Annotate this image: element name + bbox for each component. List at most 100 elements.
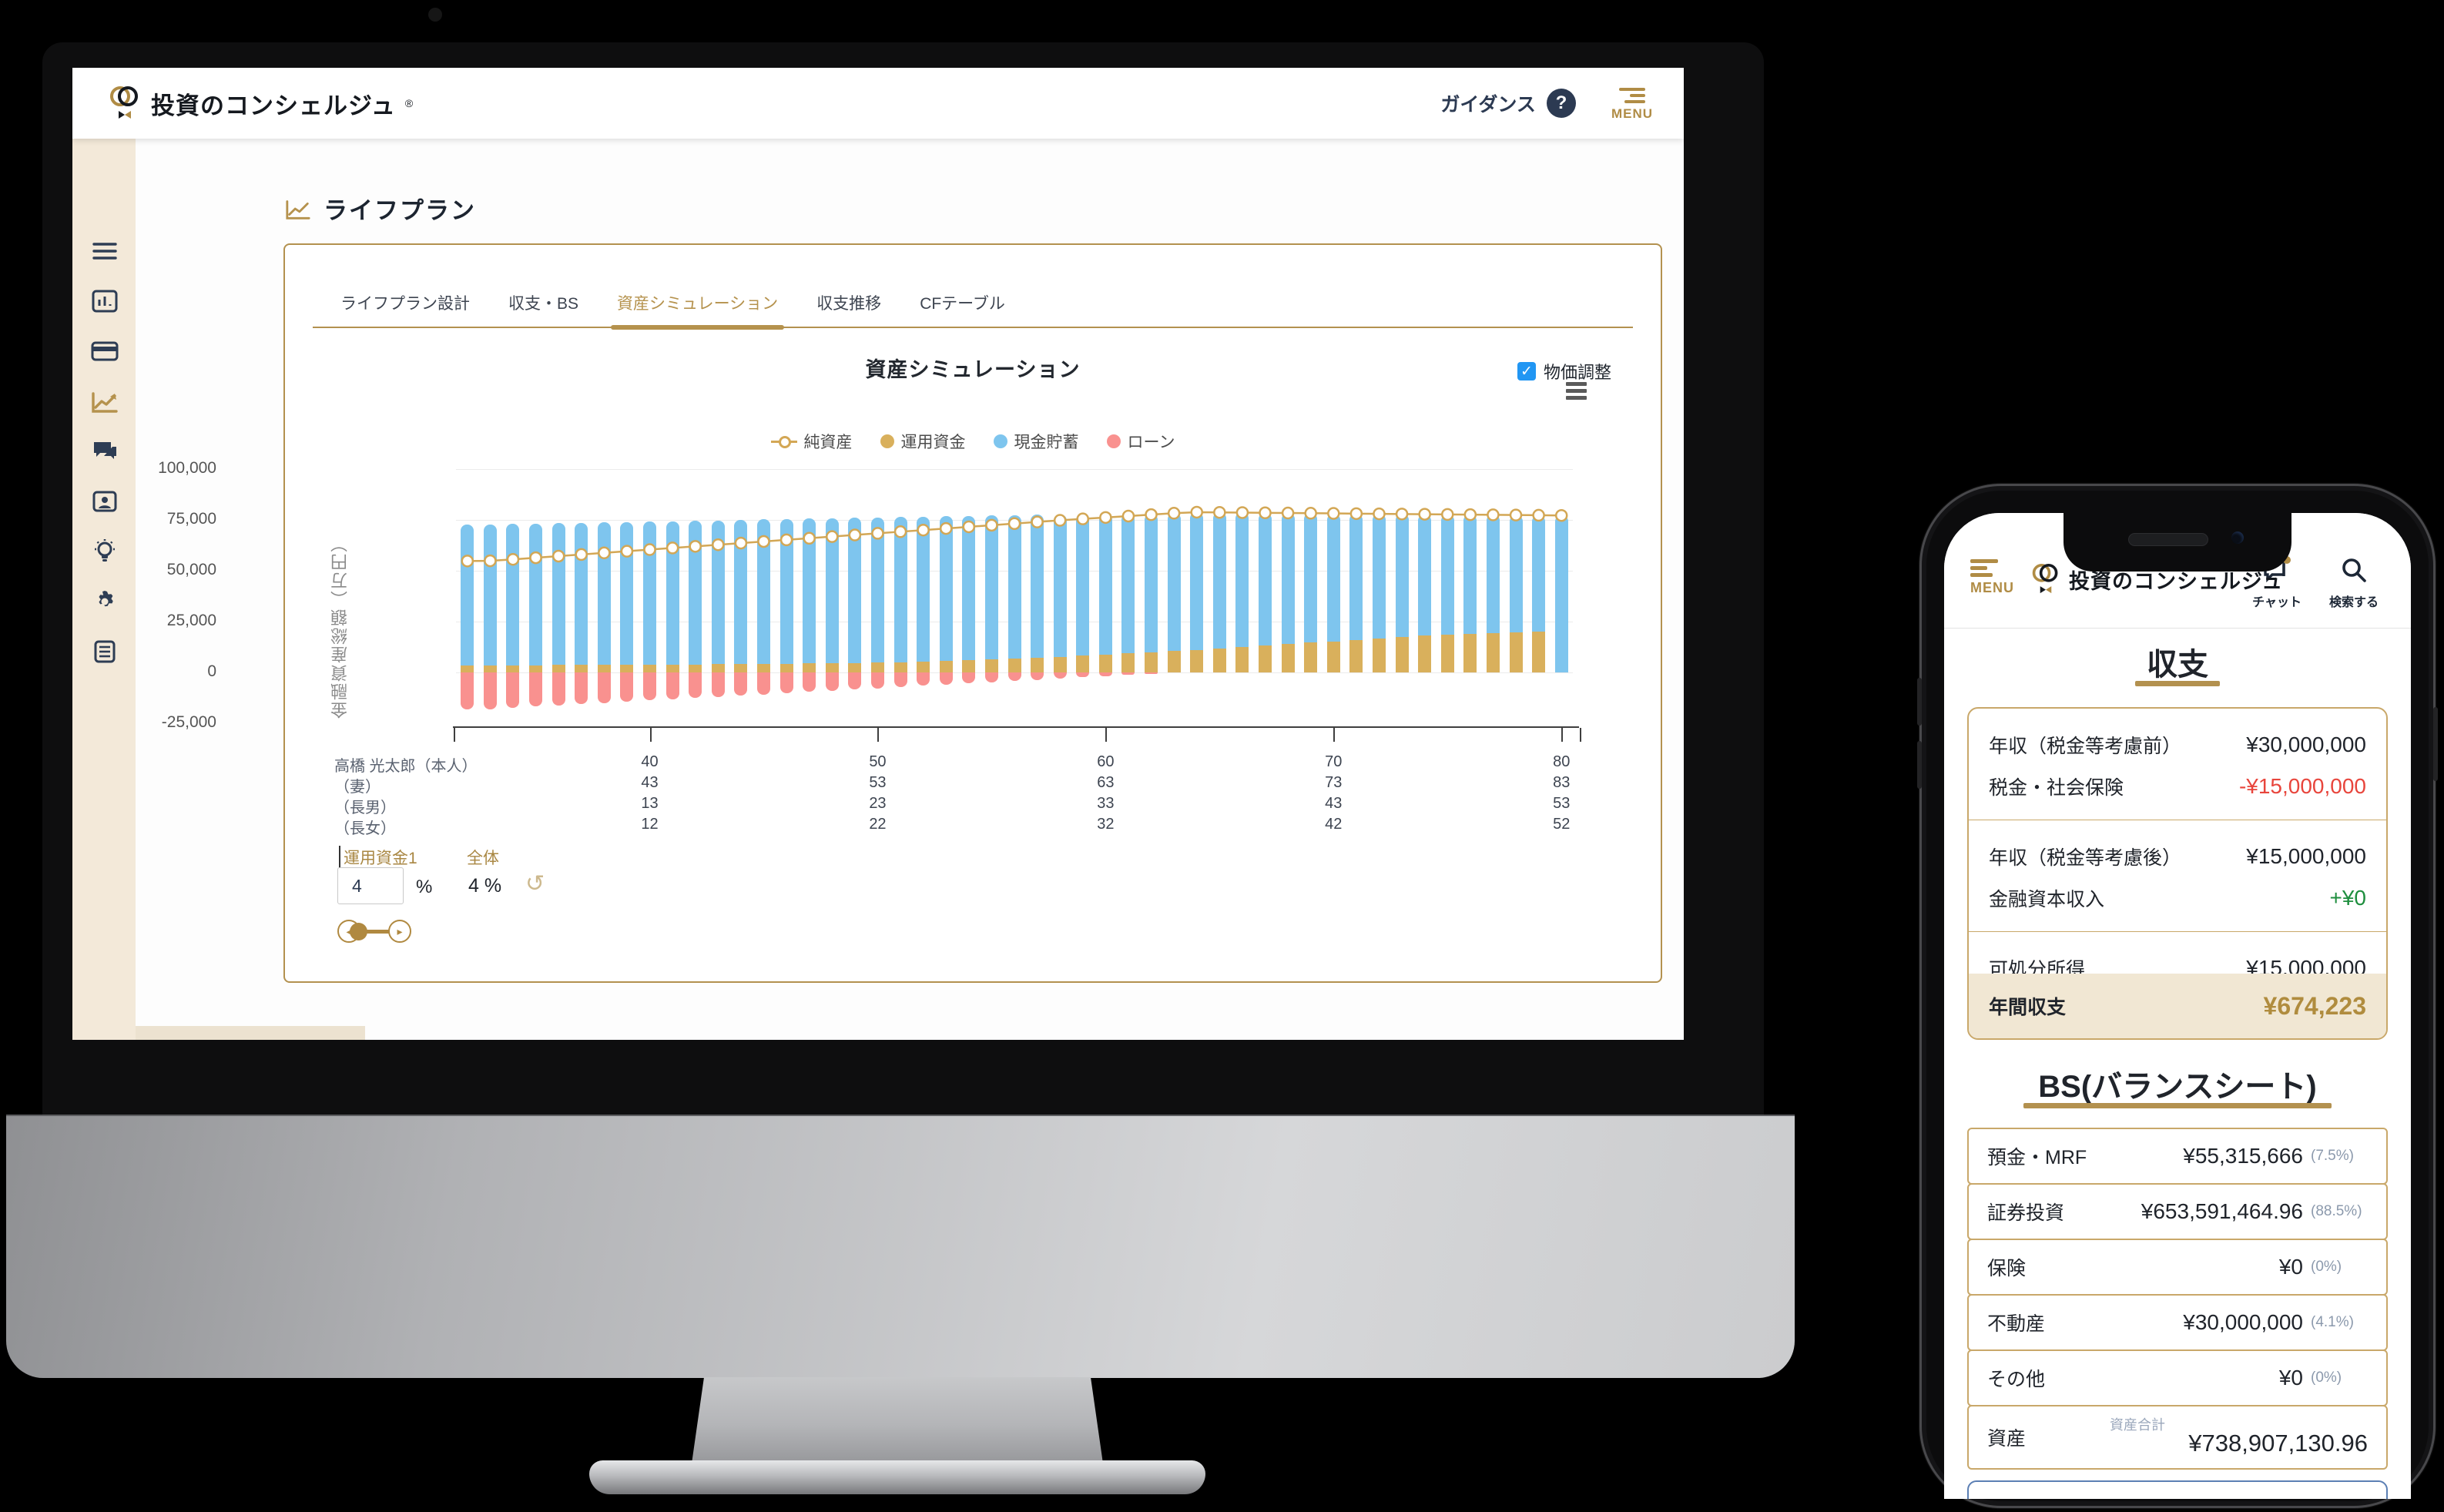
bar-segment[interactable] xyxy=(1440,635,1454,672)
fund1-rate-tab[interactable]: 運用資金1 xyxy=(339,846,417,869)
bar-segment[interactable] xyxy=(734,520,748,665)
chart-menu-icon[interactable] xyxy=(1566,382,1587,403)
bar-segment[interactable] xyxy=(1007,515,1021,659)
bar-segment[interactable] xyxy=(1304,513,1318,643)
legend-cash-savings[interactable]: 現金貯蓄 xyxy=(993,430,1079,453)
bar-segment[interactable] xyxy=(893,662,907,672)
bar-segment[interactable] xyxy=(1372,514,1386,639)
bar-segment[interactable] xyxy=(756,663,770,672)
bar-segment[interactable] xyxy=(917,672,930,686)
bar-segment[interactable] xyxy=(1190,511,1204,650)
bar-segment[interactable] xyxy=(848,662,862,672)
tab-asset-simulation[interactable]: 資産シミュレーション xyxy=(611,282,785,330)
bar-segment[interactable] xyxy=(1372,638,1386,672)
bar-segment[interactable] xyxy=(962,672,976,684)
bar-segment[interactable] xyxy=(1167,651,1181,672)
bar-segment[interactable] xyxy=(803,663,816,672)
sidebar-settings-icon[interactable] xyxy=(91,588,119,615)
bar-segment[interactable] xyxy=(1532,515,1546,632)
bar-segment[interactable] xyxy=(984,515,998,660)
bar-segment[interactable] xyxy=(917,661,930,672)
bar-segment[interactable] xyxy=(620,672,634,702)
bar-segment[interactable] xyxy=(1145,652,1158,672)
bar-segment[interactable] xyxy=(1532,632,1546,672)
bar-segment[interactable] xyxy=(984,659,998,672)
bar-segment[interactable] xyxy=(939,516,953,661)
bar-segment[interactable] xyxy=(1463,515,1477,634)
bar-segment[interactable] xyxy=(939,660,953,672)
bar-segment[interactable] xyxy=(1076,514,1090,656)
bar-segment[interactable] xyxy=(1235,647,1249,672)
bar-segment[interactable] xyxy=(1167,513,1181,652)
bar-segment[interactable] xyxy=(665,672,679,699)
bar-segment[interactable] xyxy=(1031,672,1044,680)
bar-segment[interactable] xyxy=(1098,514,1112,655)
bar-segment[interactable] xyxy=(1395,637,1409,672)
bar-segment[interactable] xyxy=(825,672,839,691)
bar-segment[interactable] xyxy=(1259,512,1272,646)
bar-segment[interactable] xyxy=(803,518,816,664)
bar-segment[interactable] xyxy=(689,672,702,699)
bar-segment[interactable] xyxy=(1349,639,1363,672)
bar-segment[interactable] xyxy=(483,672,497,709)
bar-segment[interactable] xyxy=(529,665,543,672)
bar-segment[interactable] xyxy=(1486,515,1500,633)
bar-segment[interactable] xyxy=(962,660,976,672)
bar-segment[interactable] xyxy=(1259,645,1272,672)
tab-cf-table[interactable]: CFテーブル xyxy=(920,295,1005,313)
bar-segment[interactable] xyxy=(597,665,611,672)
rate-input[interactable] xyxy=(337,867,404,904)
bar-segment[interactable] xyxy=(1098,655,1112,672)
bar-segment[interactable] xyxy=(711,672,725,697)
tab-lifeplan-design[interactable]: ライフプラン設計 xyxy=(340,295,470,313)
bar-segment[interactable] xyxy=(711,664,725,672)
stepper-thumb[interactable] xyxy=(350,923,367,940)
sidebar-chat-icon[interactable] xyxy=(91,438,119,465)
bar-segment[interactable] xyxy=(483,665,497,672)
sidebar-idea-icon[interactable] xyxy=(91,538,119,565)
price-adjust-control[interactable]: ✓ 物価調整 xyxy=(1517,359,1611,384)
bar-segment[interactable] xyxy=(1031,657,1044,672)
tab-income-bs[interactable]: 収支・BS xyxy=(508,295,579,313)
sidebar-menu-icon[interactable] xyxy=(91,237,119,265)
bar-segment[interactable] xyxy=(665,521,679,665)
bar-segment[interactable] xyxy=(597,672,611,703)
bar-segment[interactable] xyxy=(1053,672,1067,679)
stepper-increase-button[interactable]: ▸ xyxy=(388,920,411,943)
bar-segment[interactable] xyxy=(984,672,998,682)
bar-segment[interactable] xyxy=(870,662,884,672)
bar-segment[interactable] xyxy=(620,665,634,672)
bar-segment[interactable] xyxy=(1145,672,1158,674)
phone-search-button[interactable]: 検索する xyxy=(2329,556,2379,610)
sidebar-lifeplan-icon[interactable] xyxy=(91,387,119,415)
bar-segment[interactable] xyxy=(1326,641,1340,672)
bar-segment[interactable] xyxy=(1463,633,1477,672)
bar-segment[interactable] xyxy=(1076,672,1090,678)
bar-segment[interactable] xyxy=(779,663,793,672)
bar-segment[interactable] xyxy=(551,672,565,706)
bar-segment[interactable] xyxy=(870,517,884,663)
bar-segment[interactable] xyxy=(1007,659,1021,672)
bar-segment[interactable] xyxy=(1326,513,1340,642)
phone-chat-button[interactable]: チャット xyxy=(2252,556,2302,610)
bar-segment[interactable] xyxy=(825,518,839,664)
guidance-button[interactable]: ガイダンス ? xyxy=(1440,89,1576,118)
bar-segment[interactable] xyxy=(1098,672,1112,676)
bar-segment[interactable] xyxy=(1031,515,1044,658)
bar-segment[interactable] xyxy=(917,516,930,662)
bar-segment[interactable] xyxy=(643,664,657,672)
bar-segment[interactable] xyxy=(756,672,770,695)
legend-loan[interactable]: ローン xyxy=(1106,430,1175,453)
bar-segment[interactable] xyxy=(779,672,793,693)
bar-segment[interactable] xyxy=(779,518,793,664)
bar-segment[interactable] xyxy=(1121,513,1135,654)
bar-segment[interactable] xyxy=(893,672,907,687)
bar-segment[interactable] xyxy=(575,665,588,672)
sidebar-report-icon[interactable] xyxy=(91,638,119,665)
bar-segment[interactable] xyxy=(1235,512,1249,647)
bar-segment[interactable] xyxy=(1395,514,1409,638)
bar-segment[interactable] xyxy=(620,521,634,665)
bar-segment[interactable] xyxy=(1212,512,1226,649)
bar-segment[interactable] xyxy=(575,672,588,705)
bar-segment[interactable] xyxy=(529,672,543,707)
